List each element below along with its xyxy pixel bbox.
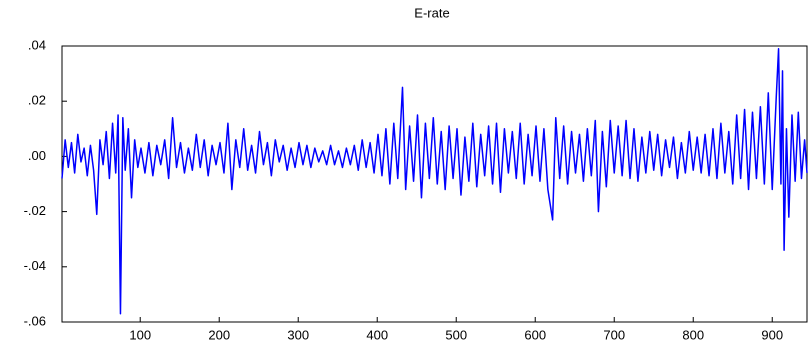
x-tick-label: 500 — [445, 327, 467, 342]
x-tick-label: 200 — [208, 327, 230, 342]
plot-frame — [61, 45, 808, 323]
x-tick-label: 900 — [761, 327, 783, 342]
x-tick-label: 600 — [524, 327, 546, 342]
x-tick-label: 800 — [682, 327, 704, 342]
y-tick-label: -.04 — [24, 258, 46, 273]
x-tick-label: 300 — [287, 327, 309, 342]
x-tick-label: 700 — [603, 327, 625, 342]
y-tick-label: .00 — [28, 148, 46, 163]
y-tick-label: -.06 — [24, 313, 46, 328]
y-tick-label: .02 — [28, 93, 46, 108]
y-tick-label: .04 — [28, 37, 46, 52]
data-line — [61, 48, 808, 315]
chart-title: E-rate — [414, 5, 449, 20]
x-tick-label: 400 — [366, 327, 388, 342]
x-tick-label: 100 — [129, 327, 151, 342]
y-tick-label: -.02 — [24, 203, 46, 218]
